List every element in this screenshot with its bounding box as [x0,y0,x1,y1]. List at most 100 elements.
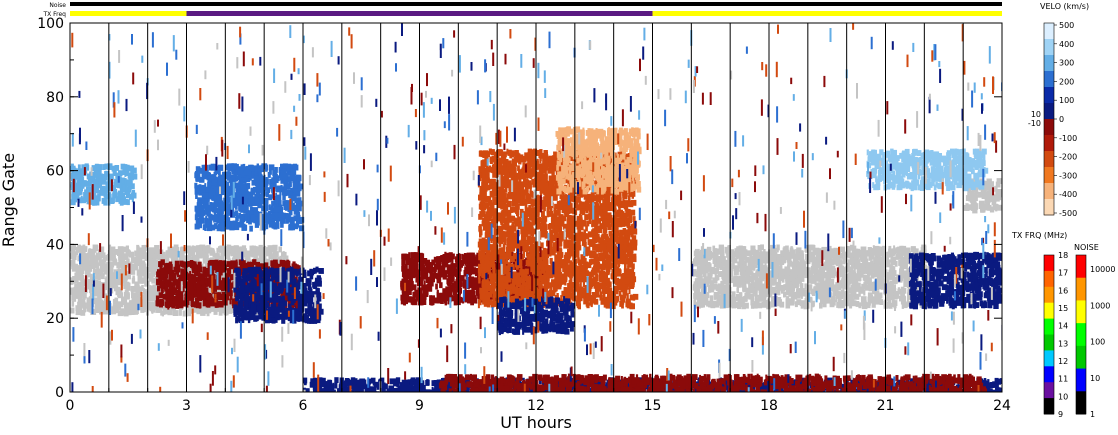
data-cell [112,189,117,196]
data-cell [94,171,99,178]
data-cell [77,177,83,184]
data-cell [70,199,74,206]
data-cell [247,267,253,273]
data-cell [241,219,245,226]
data-cell [235,163,239,170]
data-cell [93,284,99,291]
data-cell [195,176,201,182]
data-cell [237,275,242,282]
data-cell [400,280,403,287]
data-cell [128,251,135,258]
data-cell [88,287,92,294]
data-cell [94,199,100,206]
data-cell [99,308,105,315]
data-cell [172,275,176,282]
data-cell [293,310,300,317]
data-cell [75,265,80,271]
data-cell [278,215,283,222]
data-cell [201,197,208,204]
data-cell [410,277,413,284]
data-cell [202,224,207,231]
data-cell [408,252,411,259]
data-cell [134,285,137,292]
data-cell [404,275,408,282]
data-cell [194,205,200,212]
data-cell [119,182,122,189]
data-cell [134,293,138,300]
data-cell [143,291,149,298]
data-cell [283,183,287,190]
data-cell [406,296,412,303]
data-cell [246,276,249,283]
data-cell [168,261,173,268]
data-cell [124,178,127,184]
data-cell [411,270,416,277]
data-cell [71,165,76,172]
data-cell [458,287,462,294]
data-cell [458,261,463,268]
data-cell [172,263,177,270]
data-cell [86,305,90,312]
data-cell [471,265,474,272]
data-cell [79,245,83,252]
data-cell [110,253,114,260]
data-cell [199,273,202,280]
data-cell [115,301,119,308]
data-cell [242,191,245,198]
data-cell [435,283,438,290]
data-cell [403,272,406,279]
data-cell [417,299,423,306]
data-cell [294,278,297,285]
data-cell [282,163,288,170]
data-cell [583,193,589,200]
data-cell [225,273,230,280]
data-cell [158,261,163,267]
data-cell [204,287,209,294]
data-cell [216,265,222,272]
data-cell [137,251,142,258]
data-cell [289,307,292,313]
data-cell [271,200,275,207]
data-cell [263,181,267,188]
data-cell [423,289,429,296]
data-cell [93,298,98,304]
data-cell [196,286,199,293]
data-cell [255,258,261,264]
data-cell [152,295,157,302]
data-cell [154,245,160,251]
data-cell [80,197,86,204]
data-cell [551,155,557,162]
data-cell [206,196,210,202]
data-cell [117,292,124,299]
data-cell [220,219,224,226]
data-cell [136,308,139,314]
data-cell [153,253,159,260]
data-cell [512,259,517,266]
data-cell [167,294,173,301]
data-cell [253,210,258,217]
data-cell [231,260,235,267]
data-cell [242,307,248,314]
data-cell [199,202,202,209]
data-cell [71,288,75,295]
data-cell [130,169,134,176]
data-cell [230,189,234,196]
txfreq-segment [70,11,187,16]
data-cell [217,199,222,205]
data-cell [493,261,498,268]
data-cell [300,276,304,283]
data-cell [199,244,203,251]
data-cell [296,200,303,207]
data-cell [285,217,289,224]
data-cell [155,295,160,302]
data-cell [224,250,228,257]
data-cell [270,271,277,278]
data-cell [131,286,135,293]
data-cell [247,261,251,268]
data-cell [450,285,456,292]
data-cell [105,181,109,188]
data-cell [405,284,408,290]
data-cell [76,281,83,288]
data-cell [98,268,103,275]
